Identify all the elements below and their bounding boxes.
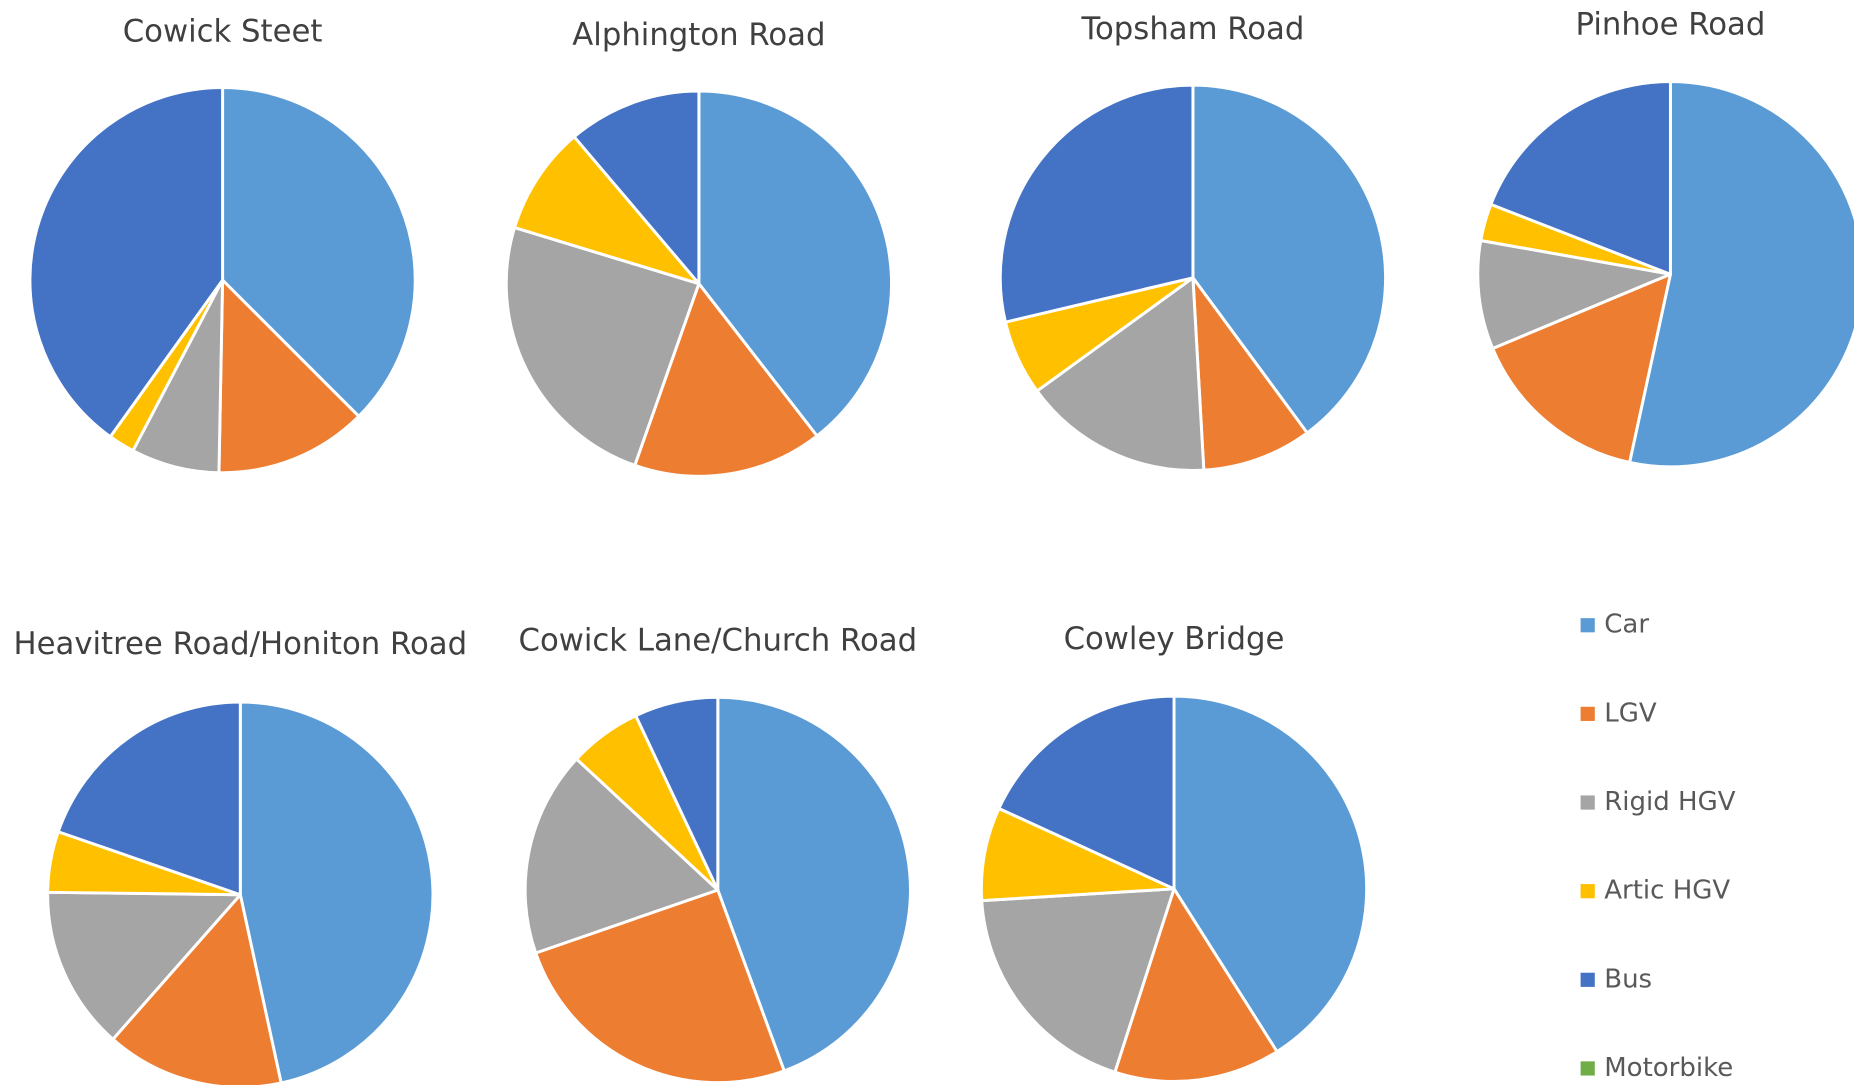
pie-slice [634,695,720,892]
pie-slice [221,85,417,418]
pie-slice [998,83,1195,324]
legend-label: Rigid HGV [1604,787,1735,817]
pie-slice [716,695,912,1073]
pie-slice [1113,887,1279,1083]
legend-swatch [1580,884,1595,899]
legend-label: Artic HGV [1604,876,1730,906]
chart-title: Heavitree Road/Honiton Road [14,626,468,662]
legend-swatch [1580,972,1595,987]
pie-slice [1476,239,1672,350]
chart-title: Pinhoe Road [1575,7,1765,43]
chart-title: Cowick Lane/Church Road [519,622,918,658]
chart-title: Topsham Road [1080,11,1304,47]
pie-slice [1489,80,1672,276]
pie-slice [111,893,283,1085]
pie-slice [1628,80,1854,469]
pie-slice [997,694,1176,891]
legend-label: LGV [1604,698,1657,728]
pie-slice [980,887,1176,1074]
chart-title: Cowley Bridge [1064,621,1285,657]
pie-slice [217,278,361,475]
pie-slice [633,282,819,478]
pie-slice [56,700,242,897]
legend-swatch [1580,1061,1595,1076]
pie-slice [1191,83,1388,435]
legend-swatch [1580,706,1595,721]
pie-slice [1035,276,1206,472]
pie-slice [28,85,225,439]
pie-slice [697,89,893,438]
pie-slice [504,226,701,467]
pie-slice [523,757,720,955]
legend-label: Motorbike [1604,1053,1733,1083]
pie-slice [1191,276,1309,472]
legend-label: Car [1604,610,1649,640]
legend-label: Bus [1604,964,1652,994]
chart-title: Alphington Road [572,17,825,53]
legend-swatch [1580,795,1595,810]
pie-slice [979,806,1176,903]
legend-swatch [1580,618,1595,633]
pie-slice [572,89,701,286]
pie-slice [238,700,435,1085]
pie-slice [534,888,786,1085]
pie-slice [46,890,242,1041]
pie-slice [513,135,701,286]
pie-slice [1491,272,1672,464]
chart-title: Cowick Steet [123,14,323,50]
